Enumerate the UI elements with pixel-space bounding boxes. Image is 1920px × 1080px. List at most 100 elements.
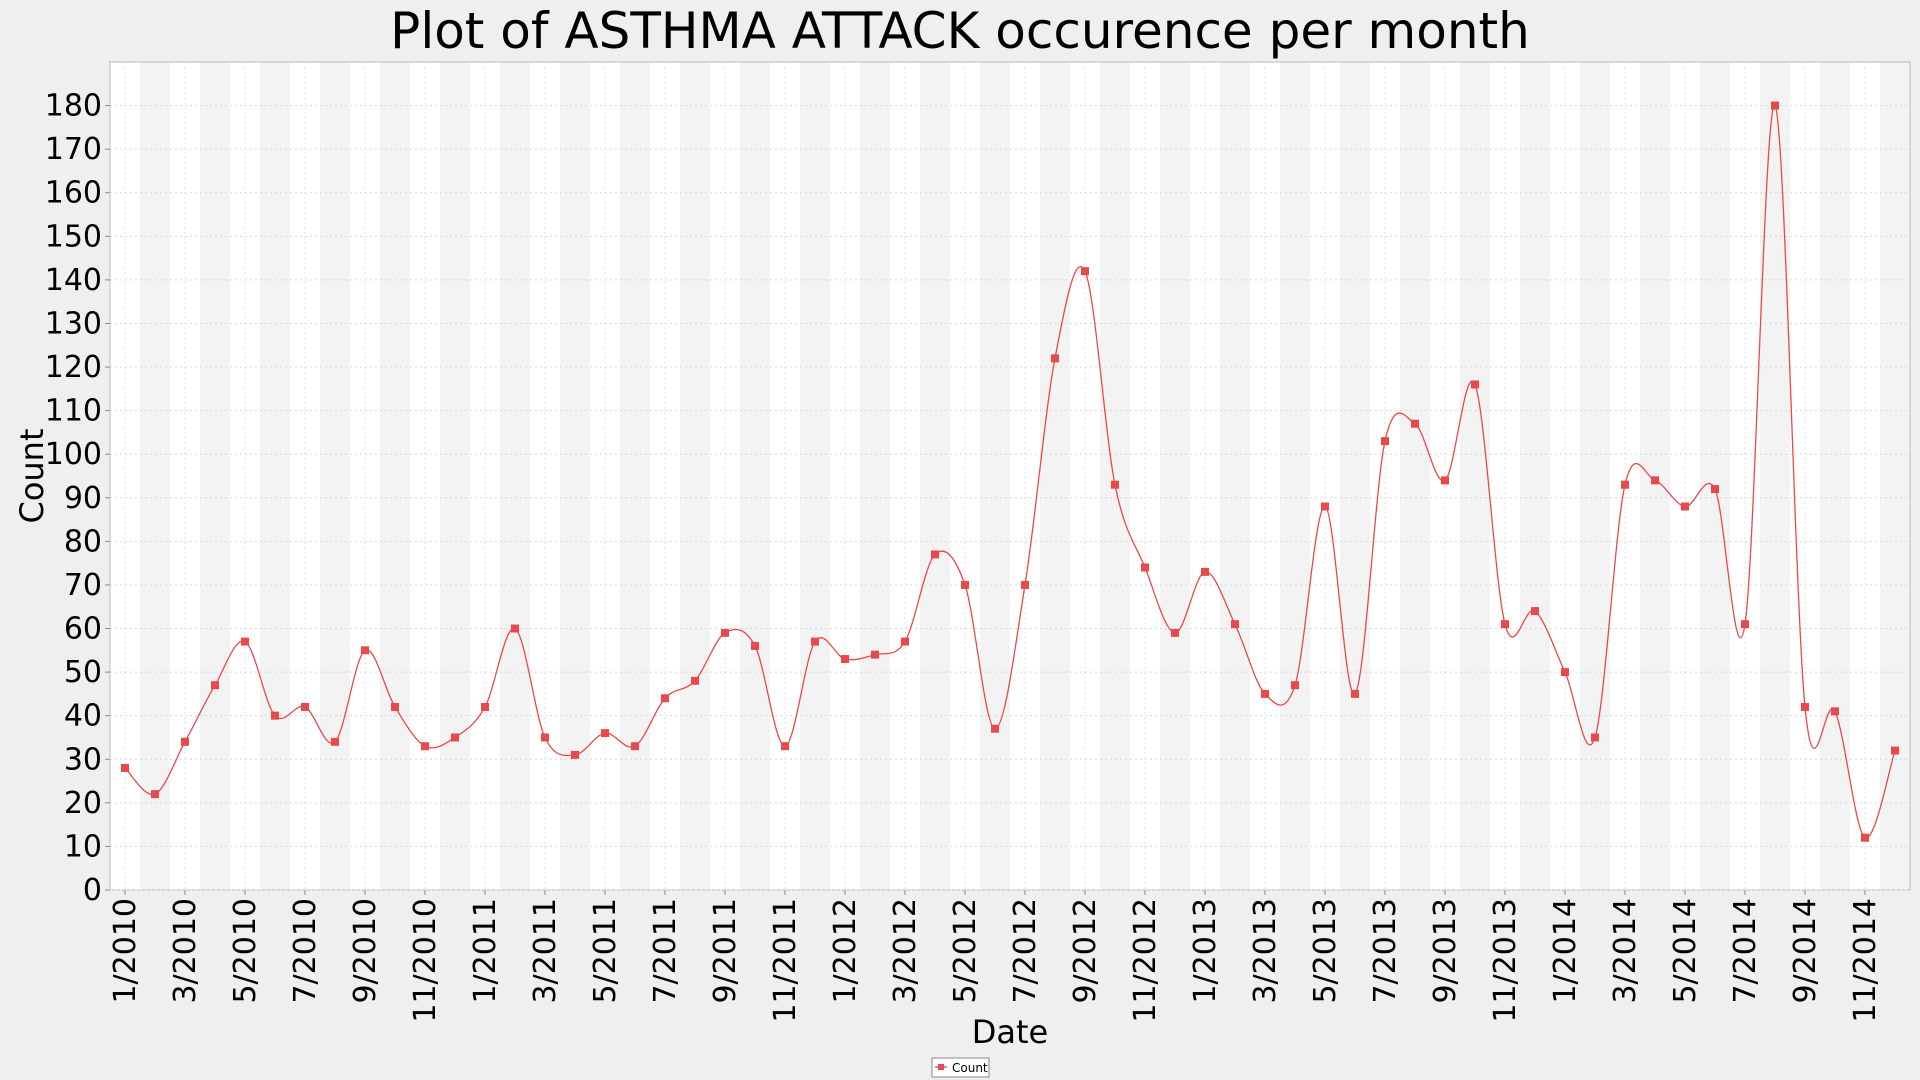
month-band: [1070, 62, 1100, 890]
data-point: [961, 580, 969, 589]
x-tick-label: 9/2013: [1428, 898, 1463, 1004]
month-band: [860, 62, 890, 890]
x-tick-label: 3/2013: [1248, 898, 1283, 1004]
data-point: [1861, 833, 1869, 842]
y-tick-label: 160: [45, 176, 102, 211]
month-band: [890, 62, 920, 890]
data-point: [1441, 476, 1449, 485]
month-band: [1670, 62, 1700, 890]
month-band: [1820, 62, 1850, 890]
month-band: [1790, 62, 1820, 890]
month-band: [1760, 62, 1790, 890]
y-tick-label: 70: [64, 568, 102, 603]
y-tick-label: 120: [45, 350, 102, 385]
month-band: [1010, 62, 1040, 890]
month-band: [1850, 62, 1880, 890]
data-point: [1411, 419, 1419, 428]
y-tick-label: 170: [45, 132, 102, 167]
data-point: [121, 763, 129, 772]
data-point: [721, 628, 729, 637]
month-band: [590, 62, 620, 890]
data-point: [451, 733, 459, 742]
y-axis-label: Count: [13, 428, 51, 523]
month-band: [170, 62, 200, 890]
month-band: [1040, 62, 1070, 890]
month-band: [290, 62, 320, 890]
data-point: [361, 646, 369, 655]
data-point: [541, 733, 549, 742]
month-band: [230, 62, 260, 890]
data-point: [301, 702, 309, 711]
data-points: [121, 101, 1899, 842]
month-band: [1730, 62, 1760, 890]
legend-box: [931, 1057, 990, 1078]
y-axis: 0 10 20 30 40 50 60 70 80 90 100 110 120 130 140 150 160…: [45, 89, 110, 908]
month-band: [440, 62, 470, 890]
data-point: [661, 694, 669, 703]
x-tick-label: 5/2010: [228, 898, 263, 1004]
y-tick-label: 10: [64, 829, 102, 864]
data-point: [1711, 485, 1719, 494]
data-point: [841, 655, 849, 664]
x-tick-label: 7/2013: [1368, 898, 1403, 1004]
y-tick-label: 20: [64, 786, 102, 821]
y-tick-label: 30: [64, 742, 102, 777]
month-band: [1880, 62, 1910, 890]
data-point: [871, 650, 879, 659]
data-point: [1291, 681, 1299, 690]
data-point: [1591, 733, 1599, 742]
data-point: [1021, 580, 1029, 589]
month-band: [1610, 62, 1640, 890]
data-point: [751, 641, 759, 650]
month-band: [1340, 62, 1370, 890]
data-point: [631, 742, 639, 751]
x-axis: 1/2010 3/2010 5/2010 7/2010 9/2010 11/2010 1/2…: [108, 890, 1883, 1023]
data-point: [1891, 746, 1899, 755]
data-point: [1111, 480, 1119, 489]
x-tick-label: 5/2013: [1308, 898, 1343, 1004]
data-point: [1051, 354, 1059, 363]
month-band: [800, 62, 830, 890]
data-point: [391, 702, 399, 711]
y-tick-label: 140: [45, 263, 102, 298]
x-tick-label: 11/2012: [1128, 898, 1163, 1023]
month-band: [350, 62, 380, 890]
data-point: [1351, 689, 1359, 698]
y-tick-label: 180: [45, 89, 102, 124]
month-band: [470, 62, 500, 890]
month-band: [1160, 62, 1190, 890]
y-tick-label: 150: [45, 219, 102, 254]
x-tick-label: 5/2011: [588, 898, 623, 1004]
month-band: [200, 62, 230, 890]
month-band: [1580, 62, 1610, 890]
data-point: [1171, 628, 1179, 637]
data-point: [151, 790, 159, 799]
y-tick-label: 90: [64, 481, 102, 516]
x-tick-label: 1/2013: [1188, 898, 1223, 1004]
y-tick-label: 40: [64, 699, 102, 734]
x-tick-label: 7/2012: [1008, 898, 1043, 1004]
data-point: [1531, 607, 1539, 616]
y-tick-label: 0: [83, 873, 102, 908]
month-band: [1100, 62, 1130, 890]
month-band: [740, 62, 770, 890]
data-point: [421, 742, 429, 751]
data-point: [991, 724, 999, 733]
x-tick-label: 9/2012: [1068, 898, 1103, 1004]
gridlines: [110, 62, 1910, 891]
data-point: [1681, 502, 1689, 511]
data-point: [811, 637, 819, 646]
month-band: [140, 62, 170, 890]
x-tick-label: 11/2010: [408, 898, 443, 1023]
x-tick-label: 3/2014: [1608, 898, 1643, 1004]
month-band: [1220, 62, 1250, 890]
x-tick-label: 5/2014: [1668, 898, 1703, 1004]
data-point: [1201, 567, 1209, 576]
y-tick-label: 130: [45, 306, 102, 341]
month-band: [620, 62, 650, 890]
y-tick-label: 80: [64, 524, 102, 559]
x-tick-label: 3/2011: [528, 898, 563, 1004]
x-tick-label: 1/2012: [828, 898, 863, 1004]
x-tick-label: 9/2011: [708, 898, 743, 1004]
